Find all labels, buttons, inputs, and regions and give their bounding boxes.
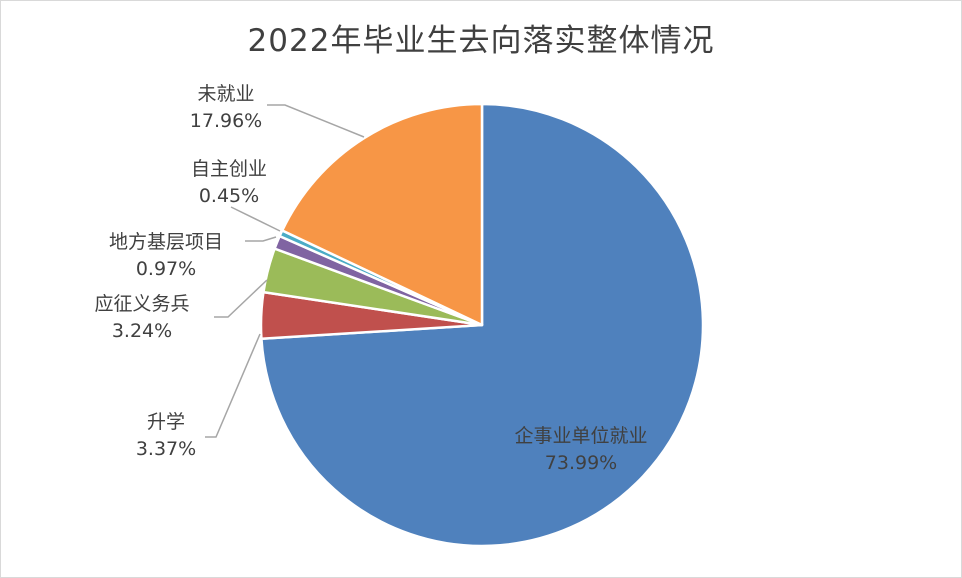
label-military-service: 应征义务兵 3.24%	[77, 291, 207, 345]
slice-value: 0.45%	[198, 185, 260, 207]
leader-line-military-service	[214, 279, 268, 318]
label-grassroots-projects: 地方基层项目 0.97%	[91, 229, 241, 283]
slice-value: 73.99%	[544, 452, 618, 474]
slice-value: 3.24%	[111, 320, 173, 342]
leader-line-grassroots	[245, 236, 277, 242]
slice-name: 未就业	[197, 83, 255, 105]
leader-line-self-employment	[230, 206, 281, 232]
label-enterprise-employment: 企事业单位就业 73.99%	[481, 423, 681, 477]
slice-value: 0.97%	[135, 258, 197, 280]
leader-lines	[205, 104, 365, 438]
slice-name: 地方基层项目	[108, 231, 223, 253]
label-further-study: 升学 3.37%	[121, 409, 211, 463]
leader-line-unemployed	[267, 104, 365, 138]
chart-title: 2022年毕业生去向落实整体情况	[247, 23, 715, 59]
slice-name: 企事业单位就业	[514, 425, 648, 447]
slice-value: 3.37%	[135, 438, 197, 460]
label-unemployed: 未就业 17.96%	[181, 81, 271, 135]
slice-name: 应征义务兵	[94, 293, 190, 315]
slice-name: 自主创业	[190, 158, 267, 180]
leader-line-further-study	[205, 333, 261, 438]
slice-value: 17.96%	[189, 110, 263, 132]
slice-name: 升学	[146, 411, 185, 433]
label-self-employment: 自主创业 0.45%	[174, 156, 284, 210]
pie-slices	[259, 102, 705, 548]
slice-unemployed	[281, 102, 484, 327]
